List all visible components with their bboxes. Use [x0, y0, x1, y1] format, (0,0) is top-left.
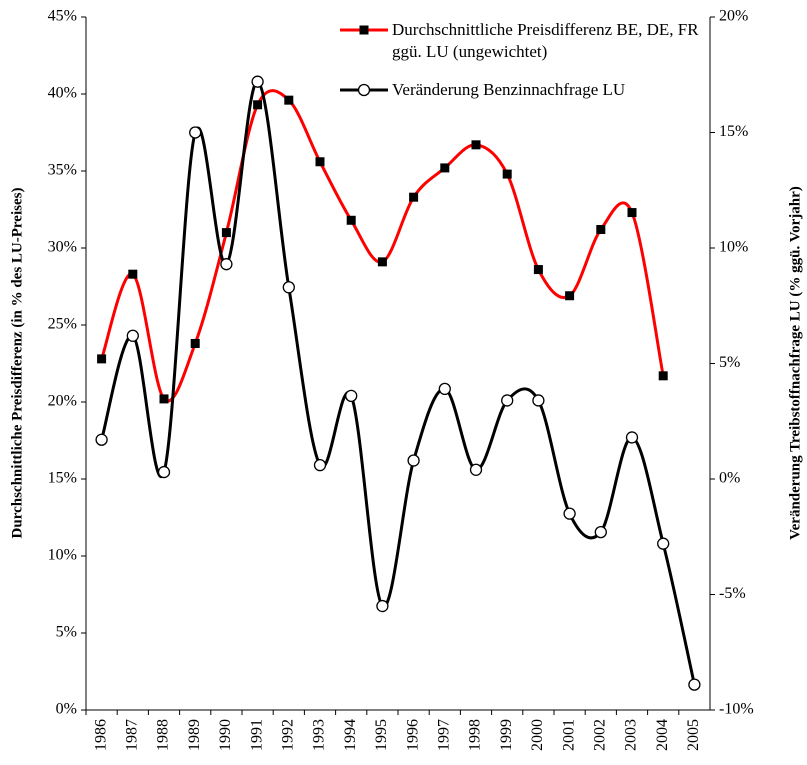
marker	[220, 258, 233, 271]
marker	[253, 100, 263, 110]
marker	[190, 338, 200, 348]
x-tick-label: 1995	[373, 719, 390, 751]
x-tick-label: 1999	[498, 719, 515, 751]
marker	[501, 394, 514, 407]
marker	[594, 525, 607, 539]
y2-tick-label: 5%	[719, 354, 740, 371]
marker	[128, 269, 138, 279]
marker	[625, 431, 639, 444]
x-tick-label: 1986	[92, 719, 109, 751]
y-axis-title: Durchschnittliche Preisdifferenz (in % d…	[9, 188, 25, 539]
y-tick-label: 25%	[48, 316, 77, 333]
x-tick-label: 1998	[467, 719, 484, 751]
marker	[345, 389, 358, 402]
marker	[157, 465, 171, 479]
x-tick-label: 2001	[560, 719, 577, 751]
x-tick-label: 1987	[123, 719, 140, 751]
marker	[658, 371, 668, 381]
x-tick-label: 1993	[311, 719, 328, 751]
y-tick-label: 30%	[48, 239, 77, 256]
x-tick-label: 1991	[248, 719, 265, 751]
marker	[469, 463, 483, 476]
marker	[126, 329, 139, 342]
marker	[657, 537, 670, 550]
y-tick-label: 20%	[48, 393, 77, 410]
legend-marker	[359, 25, 369, 35]
legend-label: Durchschnittliche Preisdifferenz BE, DE,…	[392, 20, 699, 61]
marker	[221, 228, 231, 238]
y2-tick-label: 15%	[719, 123, 748, 140]
marker	[189, 126, 202, 139]
marker	[565, 291, 575, 301]
marker	[502, 169, 512, 179]
y2-tick-label: -5%	[719, 585, 746, 602]
marker	[563, 507, 576, 520]
x-tick-label: 2000	[529, 719, 546, 751]
x-tick-label: 2002	[591, 719, 608, 751]
marker	[440, 163, 450, 173]
y2-tick-label: -10%	[719, 701, 754, 718]
marker	[688, 678, 701, 691]
marker	[346, 215, 356, 225]
y-tick-label: 35%	[48, 162, 77, 179]
marker	[627, 208, 637, 218]
marker	[282, 281, 295, 294]
y2-tick-label: 20%	[719, 8, 748, 25]
x-tick-label: 1990	[217, 719, 234, 751]
marker	[532, 394, 545, 407]
y-tick-label: 15%	[48, 470, 77, 487]
x-tick-label: 2003	[623, 719, 640, 751]
x-tick-label: 1989	[186, 719, 203, 751]
y2-tick-label: 10%	[719, 239, 748, 256]
legend-marker	[357, 83, 371, 97]
x-tick-label: 2004	[654, 719, 671, 751]
x-tick-label: 1988	[155, 719, 172, 751]
x-tick-label: 2005	[685, 719, 702, 751]
marker	[376, 599, 389, 613]
marker	[533, 265, 543, 275]
x-tick-label: 1992	[279, 719, 296, 751]
marker	[97, 354, 107, 364]
marker	[438, 382, 451, 396]
marker	[159, 394, 169, 404]
marker	[95, 433, 108, 446]
marker	[315, 157, 325, 167]
marker	[596, 225, 606, 235]
y2-axis-title: Veränderung Treibstoffnachfrage LU (% gg…	[787, 186, 803, 540]
marker	[377, 257, 387, 267]
marker	[409, 192, 419, 202]
y-tick-label: 0%	[56, 701, 77, 718]
y2-tick-label: 0%	[719, 470, 740, 487]
marker	[313, 458, 327, 472]
x-tick-label: 1994	[342, 719, 359, 751]
marker	[251, 75, 264, 88]
y-tick-label: 40%	[48, 85, 77, 102]
marker	[407, 454, 420, 467]
marker	[284, 95, 294, 105]
legend-label: Veränderung Benzinnachfrage LU	[392, 80, 626, 99]
x-tick-label: 1996	[404, 719, 421, 751]
marker	[471, 140, 481, 150]
x-tick-label: 1997	[435, 719, 452, 751]
series-line	[100, 80, 696, 685]
y-tick-label: 10%	[48, 547, 77, 564]
y-tick-label: 45%	[48, 8, 77, 25]
y-tick-label: 5%	[56, 624, 77, 641]
series-line	[100, 89, 665, 403]
